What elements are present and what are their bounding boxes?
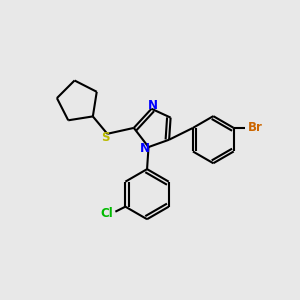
Text: N: N <box>148 99 158 112</box>
Text: S: S <box>102 131 110 144</box>
Text: Br: Br <box>248 122 263 134</box>
Text: N: N <box>140 142 150 155</box>
Text: Cl: Cl <box>100 207 113 220</box>
